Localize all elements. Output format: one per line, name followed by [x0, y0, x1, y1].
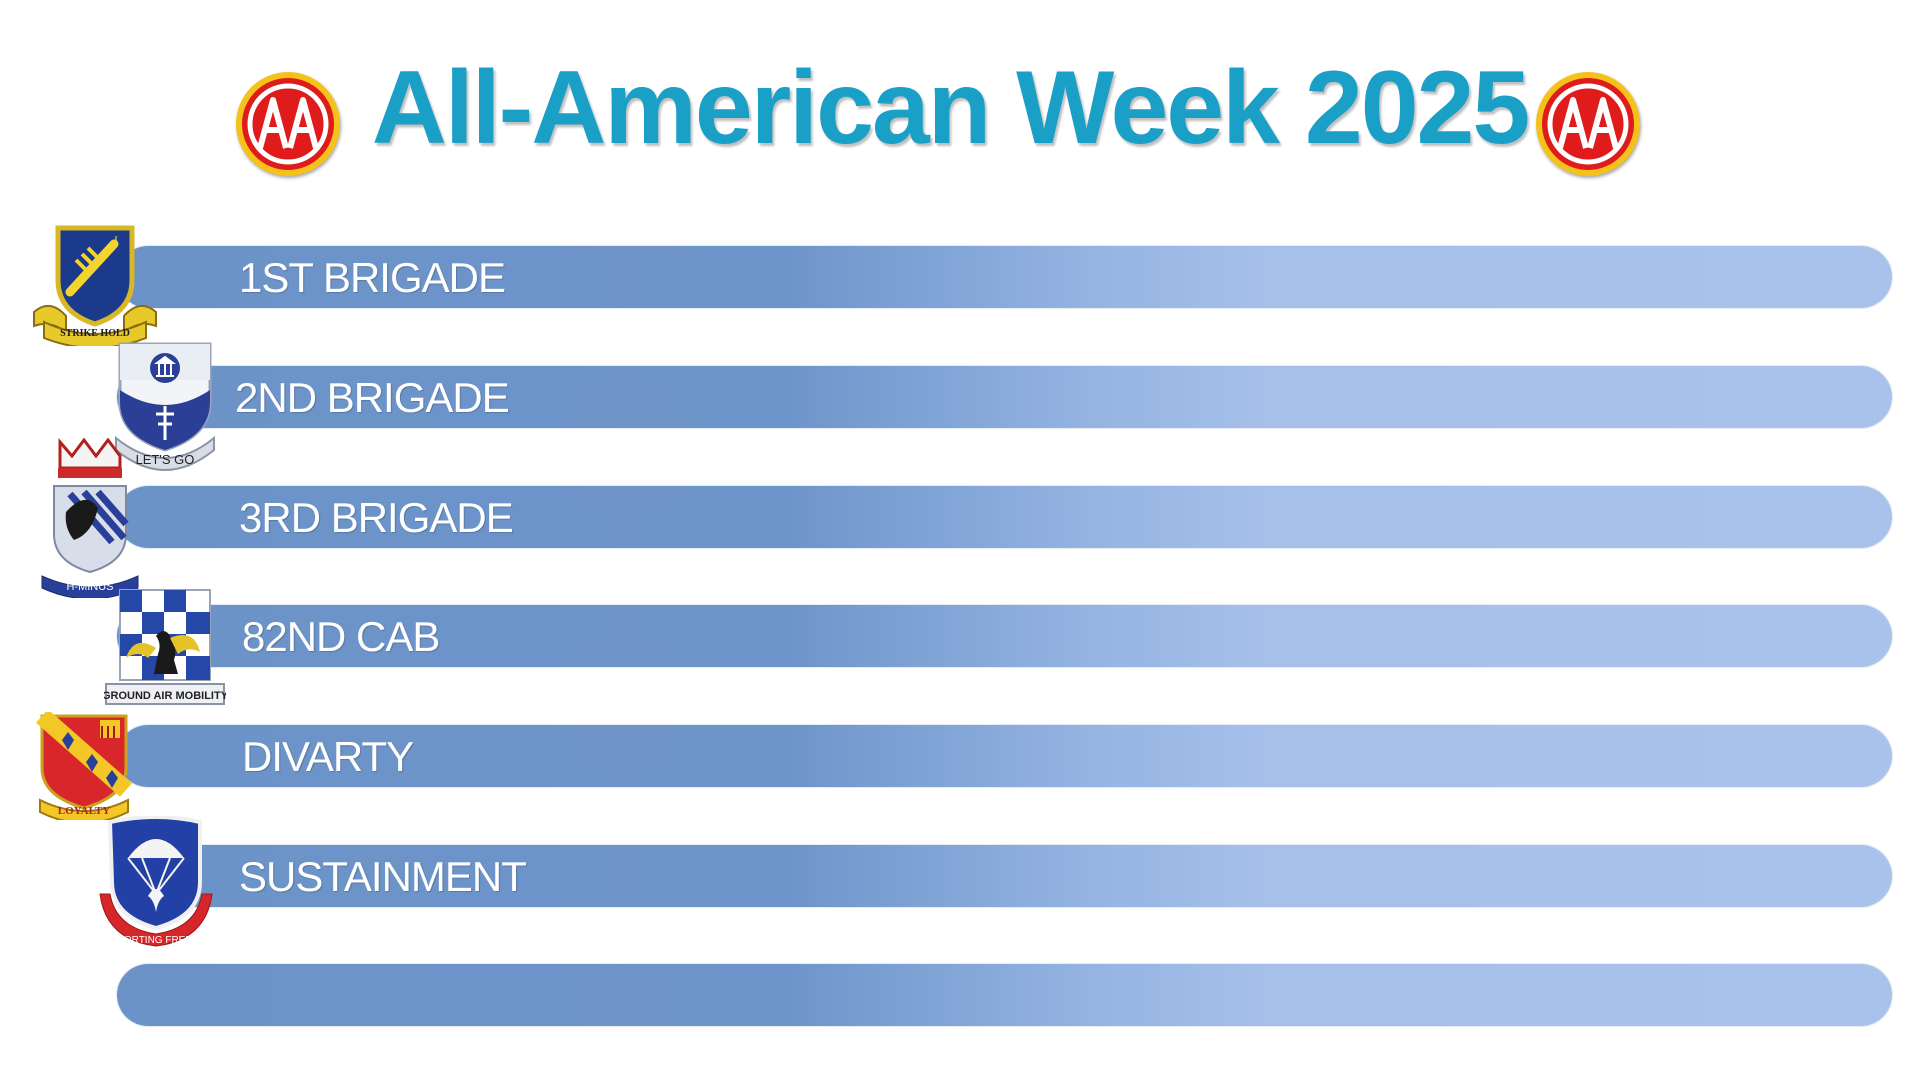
- loyalty-crest-icon: LOYALTY: [36, 712, 132, 820]
- svg-text:LET'S GO: LET'S GO: [136, 452, 195, 467]
- svg-text:H-MINUS: H-MINUS: [66, 581, 113, 593]
- ground-air-mobility-crest-icon: GROUND AIR MOBILITY: [104, 589, 226, 705]
- unit-bar-label: 82ND CAB: [242, 613, 440, 660]
- unit-bar-label: SUSTAINMENT: [239, 853, 527, 900]
- page-title: All-American Week 2025: [371, 50, 1530, 166]
- unit-bar-1st-brigade[interactable]: 1ST BRIGADE: [117, 246, 1892, 308]
- supporting-freedom-crest-icon: SUPPORTING FREEDOM: [97, 816, 216, 947]
- unit-bar-sustainment[interactable]: SUSTAINMENT: [117, 845, 1892, 907]
- unit-bar-label: DIVARTY: [242, 733, 414, 780]
- unit-bar-3rd-brigade[interactable]: 3RD BRIGADE: [117, 486, 1892, 548]
- lets-go-crest-icon: LET'S GO: [115, 342, 215, 471]
- unit-bar-label: 2ND BRIGADE: [235, 374, 510, 421]
- all-american-logo-icon: [1536, 72, 1640, 176]
- svg-text:GROUND AIR MOBILITY: GROUND AIR MOBILITY: [104, 690, 226, 702]
- all-american-logo-icon: [236, 72, 340, 176]
- strike-hold-crest-icon: I STRIKE HOLD: [33, 225, 157, 346]
- svg-text:I: I: [114, 233, 118, 247]
- unit-bar-82nd-cab[interactable]: 82ND CAB: [117, 605, 1892, 667]
- svg-text:STRIKE HOLD: STRIKE HOLD: [60, 328, 130, 339]
- unit-bar-empty[interactable]: [117, 964, 1892, 1026]
- svg-text:SUPPORTING FREEDOM: SUPPORTING FREEDOM: [97, 935, 216, 946]
- unit-bar-divarty[interactable]: DIVARTY: [117, 725, 1892, 787]
- h-minus-crest-icon: H-MINUS: [41, 438, 139, 598]
- unit-bar-label: 1ST BRIGADE: [239, 254, 506, 301]
- svg-text:LOYALTY: LOYALTY: [58, 805, 110, 817]
- unit-bar-2nd-brigade[interactable]: 2ND BRIGADE: [117, 366, 1892, 428]
- unit-bar-label: 3RD BRIGADE: [239, 494, 514, 541]
